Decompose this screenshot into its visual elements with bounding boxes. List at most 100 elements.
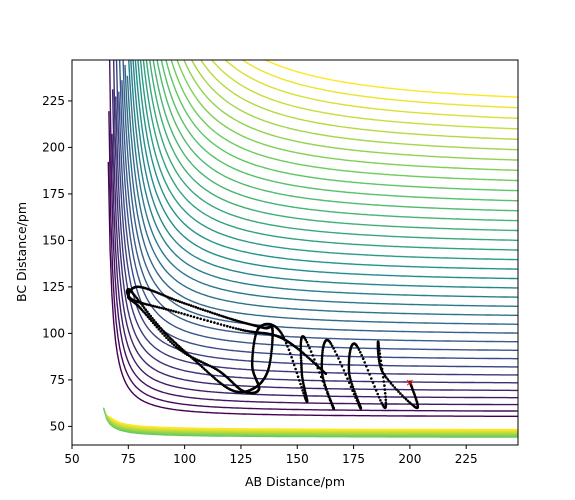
trajectory-point bbox=[201, 308, 205, 312]
trajectory-point bbox=[253, 339, 256, 342]
trajectory-point bbox=[174, 299, 178, 302]
trajectory-point bbox=[299, 359, 303, 362]
trajectory-point bbox=[349, 385, 353, 389]
trajectory-point bbox=[305, 340, 309, 344]
trajectory-point bbox=[323, 384, 326, 387]
contour-line bbox=[149, 60, 518, 232]
trajectory-point bbox=[180, 349, 183, 353]
trajectory-point bbox=[291, 359, 295, 363]
trajectory-point bbox=[320, 355, 324, 358]
trajectory-point bbox=[148, 317, 151, 321]
trajectory-point bbox=[347, 360, 351, 364]
trajectory-point bbox=[155, 305, 159, 309]
trajectory-point bbox=[380, 367, 384, 371]
trajectory-point bbox=[150, 319, 153, 323]
trajectory-point bbox=[346, 377, 349, 381]
trajectory-point bbox=[156, 323, 159, 326]
trajectory-point bbox=[333, 350, 337, 353]
trajectory-point bbox=[363, 361, 367, 364]
trajectory-point bbox=[251, 355, 254, 358]
contour-line bbox=[170, 60, 518, 182]
trajectory-point bbox=[299, 343, 303, 346]
trajectory-point bbox=[301, 379, 305, 383]
trajectory-point bbox=[370, 377, 373, 380]
trajectory-point bbox=[324, 372, 328, 376]
end-marker: × bbox=[405, 376, 414, 389]
contour-wall bbox=[109, 416, 518, 431]
trajectory-point bbox=[154, 321, 158, 324]
trajectory-point bbox=[356, 401, 360, 405]
trajectory-point bbox=[306, 343, 310, 347]
trajectory-point bbox=[169, 309, 173, 312]
contour-line bbox=[183, 60, 518, 161]
trajectory-point bbox=[300, 365, 303, 369]
trajectory-point bbox=[215, 313, 219, 316]
trajectory-point bbox=[357, 348, 361, 351]
trajectory-point bbox=[164, 294, 167, 298]
contour-line bbox=[111, 89, 518, 392]
trajectory-point bbox=[368, 373, 371, 376]
trajectory-point bbox=[197, 359, 201, 363]
trajectory-point bbox=[174, 310, 178, 314]
trajectory-point bbox=[395, 388, 398, 391]
trajectory-point bbox=[299, 382, 302, 386]
trajectory-point bbox=[252, 341, 256, 344]
contour-line bbox=[107, 161, 518, 417]
trajectory-point bbox=[229, 325, 232, 329]
trajectory-point bbox=[320, 361, 324, 365]
trajectory-point bbox=[153, 323, 157, 327]
trajectory-point bbox=[269, 354, 273, 358]
trajectory-point bbox=[160, 328, 164, 332]
trajectory-point bbox=[318, 371, 321, 374]
trajectory-point bbox=[377, 346, 381, 350]
contour-line bbox=[115, 96, 518, 376]
trajectory-point bbox=[373, 385, 376, 388]
trajectory-point bbox=[252, 345, 255, 348]
trajectory-point bbox=[172, 298, 176, 301]
trajectory-point bbox=[359, 351, 362, 354]
trajectory-point bbox=[196, 306, 200, 310]
trajectory-point bbox=[344, 373, 348, 376]
trajectory-point bbox=[157, 324, 161, 328]
contour-line bbox=[176, 60, 518, 172]
contour-line bbox=[160, 60, 518, 202]
trajectory-point bbox=[171, 342, 174, 345]
trajectory-point bbox=[377, 344, 381, 347]
trajectory-point bbox=[303, 394, 306, 397]
trajectory-point bbox=[397, 390, 400, 393]
trajectory-point bbox=[294, 367, 297, 371]
trajectory-point bbox=[147, 312, 151, 316]
trajectory-point bbox=[251, 349, 255, 353]
trajectory-point bbox=[189, 314, 193, 318]
trajectory-point bbox=[172, 343, 176, 347]
trajectory-point bbox=[374, 389, 378, 392]
trajectory-point bbox=[348, 354, 351, 358]
trajectory-point bbox=[376, 392, 380, 396]
x-tick-label: 100 bbox=[173, 452, 196, 466]
contour-line bbox=[124, 64, 518, 325]
trajectory-point bbox=[177, 311, 180, 314]
trajectory-point bbox=[377, 396, 381, 399]
trajectory-point bbox=[301, 389, 304, 392]
trajectory-point bbox=[270, 350, 273, 353]
trajectory-point bbox=[183, 302, 186, 305]
trajectory-point bbox=[153, 305, 157, 308]
contour-line bbox=[165, 60, 518, 192]
trajectory-point bbox=[320, 363, 324, 367]
trajectory-point bbox=[347, 358, 351, 362]
trajectory-point bbox=[172, 309, 175, 313]
trajectory-point bbox=[303, 396, 307, 399]
trajectory-point bbox=[251, 351, 255, 355]
trajectory-point bbox=[167, 308, 170, 312]
trajectory-point bbox=[251, 347, 255, 350]
trajectory-point bbox=[144, 308, 147, 312]
y-tick-label: 100 bbox=[42, 326, 65, 340]
trajectory-point bbox=[204, 309, 207, 312]
contour-line bbox=[112, 60, 518, 384]
trajectory-point bbox=[355, 399, 359, 402]
trajectory-point bbox=[213, 312, 217, 316]
trajectory-point bbox=[162, 307, 166, 310]
contour-line bbox=[145, 60, 518, 242]
trajectory-point bbox=[160, 306, 163, 310]
trajectory-point bbox=[384, 395, 387, 399]
